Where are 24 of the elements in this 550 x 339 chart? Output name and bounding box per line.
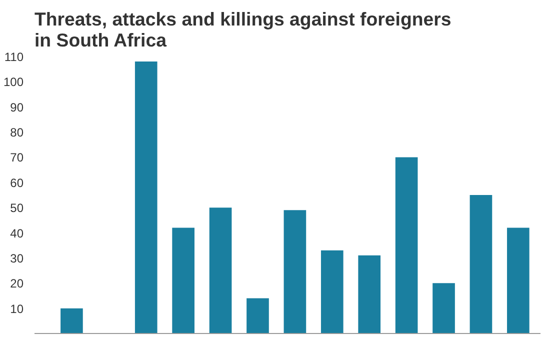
bar: [507, 228, 530, 334]
y-tick-label: 40: [10, 226, 24, 240]
y-tick-label: 80: [10, 126, 24, 140]
bar: [60, 308, 83, 334]
y-tick-label: 100: [3, 75, 24, 90]
y-tick-label: 90: [10, 100, 24, 114]
bar: [209, 208, 232, 334]
bar: [395, 157, 418, 334]
y-tick-label: 50: [10, 201, 24, 216]
bar: [134, 62, 158, 334]
bar: [320, 250, 344, 334]
bar: [284, 210, 306, 334]
bar: [358, 255, 381, 334]
y-tick-label: 20: [10, 276, 24, 291]
bar: [432, 283, 455, 334]
y-tick-label: 30: [10, 251, 24, 266]
bar: [172, 228, 194, 334]
y-tick-label: 70: [10, 150, 24, 165]
y-tick-label: 60: [10, 176, 24, 190]
chart-title: Threats, attacks and killings against foreigners in South Africa: [34, 8, 452, 50]
bar: [470, 195, 492, 334]
bar: [246, 298, 269, 334]
y-tick-label: 10: [10, 302, 24, 316]
y-tick-label: 110: [4, 50, 24, 64]
